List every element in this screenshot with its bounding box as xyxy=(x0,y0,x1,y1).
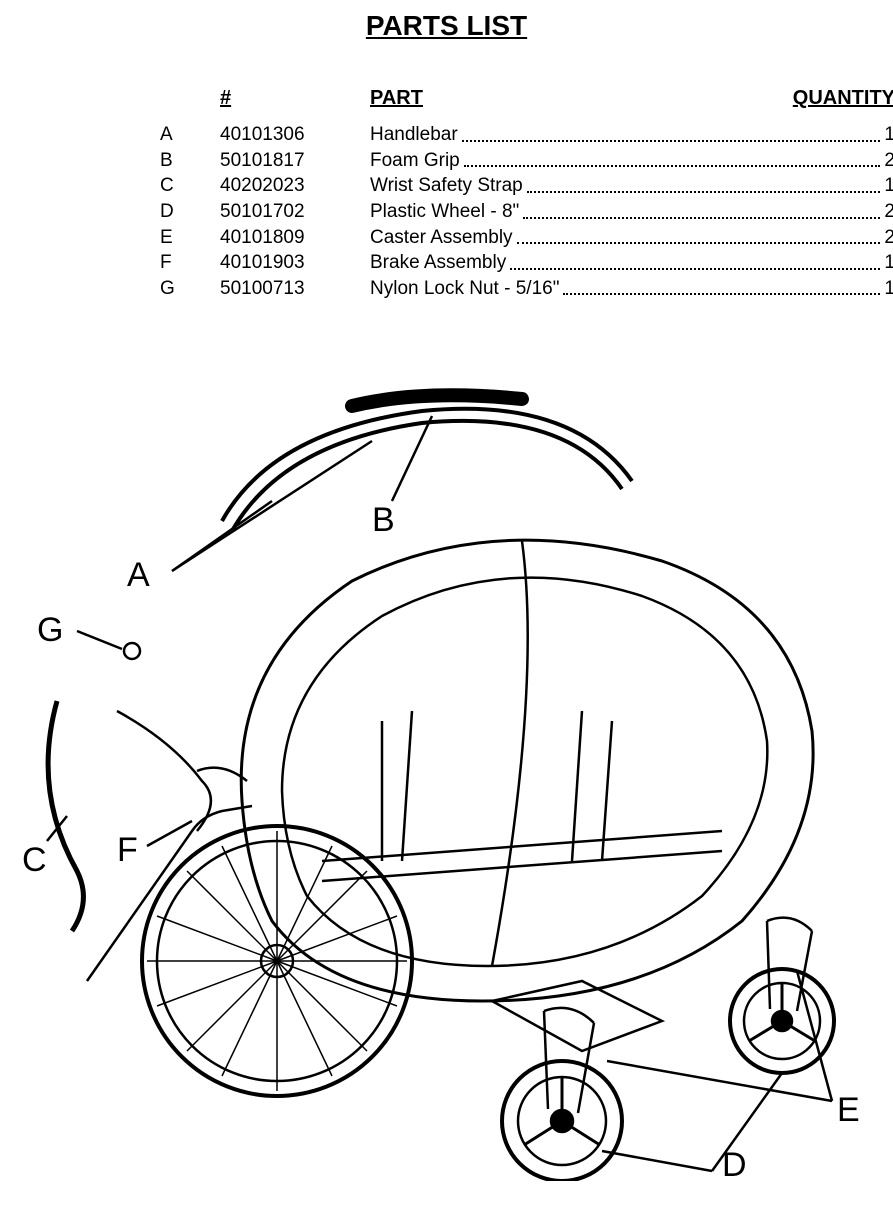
header-part: PART xyxy=(370,87,785,110)
exploded-view-svg: A B G C F xyxy=(22,361,872,1181)
cell-number: 50100713 xyxy=(220,276,370,302)
cell-qty: 2 xyxy=(884,225,893,251)
cell-number: 40101306 xyxy=(220,122,370,148)
cell-number: 40101809 xyxy=(220,225,370,251)
cell-qty: 1 xyxy=(884,276,893,302)
leader-dots xyxy=(464,142,881,168)
leader-dots xyxy=(462,116,881,142)
cell-part: Handlebar xyxy=(370,122,458,148)
label-B: B xyxy=(372,501,395,539)
cell-number: 40101903 xyxy=(220,250,370,276)
label-A: A xyxy=(127,556,150,594)
cell-letter: F xyxy=(160,250,220,276)
cell-number: 50101702 xyxy=(220,199,370,225)
cell-qty: 1 xyxy=(884,250,893,276)
cell-qty: 1 xyxy=(884,122,893,148)
page-title: PARTS LIST xyxy=(20,10,873,42)
leader-dots xyxy=(523,193,880,219)
cell-part: Foam Grip xyxy=(370,148,460,174)
table-header-row: # PART QUANTITY xyxy=(160,87,893,110)
cell-qty: 2 xyxy=(884,148,893,174)
leader-dots xyxy=(510,244,880,270)
parts-table: # PART QUANTITY A40101306Handlebar1B5010… xyxy=(160,87,893,301)
table-row: G50100713Nylon Lock Nut - 5/16" 1 xyxy=(160,276,893,302)
cell-letter: A xyxy=(160,122,220,148)
cell-letter: B xyxy=(160,148,220,174)
label-C: C xyxy=(22,841,47,879)
label-F: F xyxy=(117,831,138,869)
cell-part: Brake Assembly xyxy=(370,250,506,276)
cell-letter: C xyxy=(160,173,220,199)
cell-letter: G xyxy=(160,276,220,302)
label-D: D xyxy=(722,1146,747,1181)
leader-dots xyxy=(563,270,880,296)
cell-qty: 2 xyxy=(884,199,893,225)
cell-part: Nylon Lock Nut - 5/16" xyxy=(370,276,559,302)
cell-part: Caster Assembly xyxy=(370,225,513,251)
cell-number: 50101817 xyxy=(220,148,370,174)
label-E: E xyxy=(837,1091,860,1129)
parts-diagram: A B G C F xyxy=(20,361,873,1181)
cell-letter: E xyxy=(160,225,220,251)
leader-dots xyxy=(527,167,881,193)
header-number: # xyxy=(220,87,370,110)
label-G: G xyxy=(37,611,63,649)
cell-part: Plastic Wheel - 8" xyxy=(370,199,519,225)
cell-letter: D xyxy=(160,199,220,225)
leader-dots xyxy=(517,219,881,245)
cell-number: 40202023 xyxy=(220,173,370,199)
cell-part: Wrist Safety Strap xyxy=(370,173,523,199)
header-quantity: QUANTITY xyxy=(785,87,893,110)
header-blank xyxy=(160,87,220,110)
cell-qty: 1 xyxy=(884,173,893,199)
